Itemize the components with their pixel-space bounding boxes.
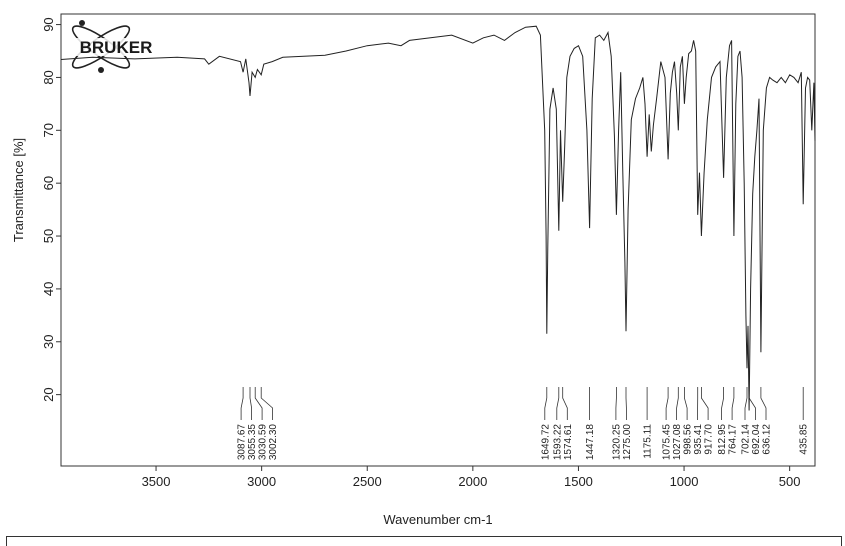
y-tick-label: 80 <box>41 70 56 84</box>
peak-marker-line <box>250 387 252 420</box>
peak-marker-line <box>684 387 687 420</box>
x-tick-label: 3500 <box>142 474 171 489</box>
peak-label: 1320.25 <box>611 424 622 461</box>
peak-label: 764.17 <box>728 424 739 455</box>
x-tick-label: 2000 <box>458 474 487 489</box>
peak-label: 1574.61 <box>563 424 574 461</box>
peak-label: 3030.59 <box>258 424 269 461</box>
peak-marker-line <box>616 387 617 420</box>
x-axis-ticks: 3500 3000 2500 2000 1500 1000 500 <box>142 466 801 489</box>
peak-label: 1075.45 <box>662 424 673 461</box>
peak-label: 917.70 <box>704 424 715 455</box>
peak-label: 935.41 <box>693 424 704 455</box>
peak-marker-line <box>761 387 766 420</box>
y-axis-title: Transmittance [%] <box>11 138 26 242</box>
peak-marker-line <box>261 387 272 420</box>
spectrum-line <box>61 26 815 410</box>
x-axis-title: Wavenumber cm-1 <box>383 512 492 527</box>
y-tick-label: 60 <box>41 176 56 190</box>
x-tick-label: 1500 <box>564 474 593 489</box>
x-tick-label: 3000 <box>247 474 276 489</box>
peak-marker-line <box>563 387 568 420</box>
peak-label: 435.85 <box>799 424 810 455</box>
peak-marker-line <box>677 387 679 420</box>
peak-label: 1275.00 <box>622 424 633 461</box>
x-tick-label: 500 <box>779 474 801 489</box>
y-tick-label: 50 <box>41 229 56 243</box>
peak-marker-line <box>545 387 547 420</box>
peak-label: 692.04 <box>751 424 762 455</box>
y-tick-label: 70 <box>41 123 56 137</box>
peak-label: 636.12 <box>761 424 772 455</box>
peak-marker-line <box>701 387 708 420</box>
logo-text: BRUKER <box>80 38 153 57</box>
x-tick-label: 1000 <box>670 474 699 489</box>
peak-marker-lines <box>241 387 803 420</box>
peak-label: 3055.35 <box>247 424 258 461</box>
peak-marker-line <box>557 387 559 420</box>
y-tick-label: 30 <box>41 335 56 349</box>
y-axis-ticks: 20 30 40 50 60 70 80 90 <box>41 17 61 402</box>
peak-marker-line <box>732 387 734 420</box>
x-tick-label: 2500 <box>353 474 382 489</box>
peak-label: 1593.22 <box>552 424 563 461</box>
peak-marker-line <box>666 387 668 420</box>
peak-marker-line <box>749 387 755 420</box>
peak-label: 1649.72 <box>540 424 551 461</box>
peak-label: 1027.08 <box>672 424 683 461</box>
peak-label: 998.56 <box>683 424 694 455</box>
bruker-logo: BRUKER <box>64 20 168 74</box>
bottom-panel-border <box>6 536 842 546</box>
peak-label: 812.95 <box>717 424 728 455</box>
peak-label: 702.14 <box>740 424 751 455</box>
y-tick-label: 20 <box>41 387 56 401</box>
peak-label: 3087.67 <box>237 424 248 461</box>
peak-marker-line <box>241 387 243 420</box>
y-tick-label: 40 <box>41 282 56 296</box>
peak-marker-line <box>722 387 724 420</box>
peak-label: 1447.18 <box>585 424 596 461</box>
y-tick-label: 90 <box>41 17 56 31</box>
peak-marker-line <box>745 387 747 420</box>
peak-label: 1175.11 <box>643 424 654 459</box>
peak-label: 3002.30 <box>268 424 279 461</box>
